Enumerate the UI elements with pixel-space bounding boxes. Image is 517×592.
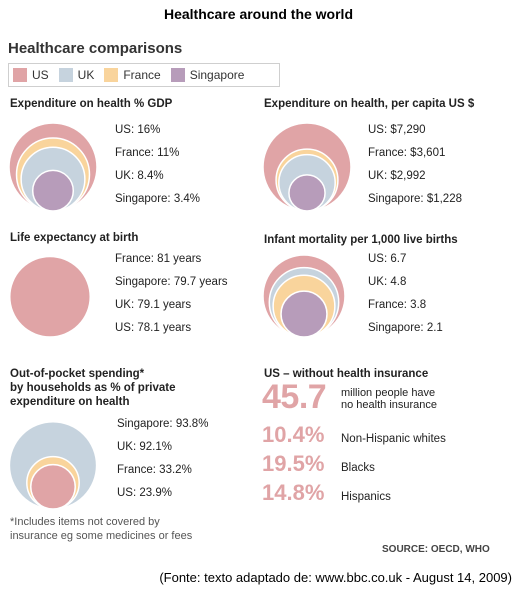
value-label: France: 33.2%	[117, 464, 192, 476]
source-note: SOURCE: OECD, WHO	[382, 544, 490, 555]
value-label: US: $7,290	[368, 124, 426, 136]
value-label: Singapore: 93.8%	[117, 418, 209, 430]
legend-item-us: US	[13, 68, 49, 82]
circle-us	[30, 463, 76, 510]
legend-label: UK	[77, 68, 95, 82]
value-label: France: 11%	[115, 147, 180, 159]
value-label: Singapore: 79.7 years	[115, 276, 228, 288]
section-subtitle: Healthcare comparisons	[8, 40, 183, 57]
uninsured-row-value: 19.5%	[262, 451, 325, 476]
value-label: France: 3.8	[368, 299, 427, 311]
legend-label: US	[32, 68, 49, 82]
uninsured-row-label: Non-Hispanic whites	[341, 433, 446, 445]
footnote-line: insurance eg some medicines or fees	[10, 530, 193, 542]
circle-singapore	[31, 169, 75, 212]
legend-label: France	[123, 68, 161, 82]
legend-swatch-singapore	[170, 68, 185, 82]
value-label: US: 16%	[115, 124, 161, 136]
circles-out-of-pocket	[8, 420, 98, 510]
circle-us	[8, 255, 92, 338]
value-label: UK: 79.1 years	[115, 299, 192, 311]
chart-title-line: expenditure on health	[10, 396, 130, 408]
legend-item-france: France	[104, 68, 161, 82]
legend-label: Singapore	[189, 68, 245, 82]
value-label: Singapore: 2.1	[368, 322, 443, 334]
value-label: US: 23.9%	[117, 487, 172, 499]
circles-gdp	[8, 122, 98, 212]
uninsured-row-value: 14.8%	[262, 480, 325, 505]
chart-title-per-capita: Expenditure on health, per capita US $	[264, 98, 475, 110]
uninsured-headline-value: 45.7	[262, 378, 327, 416]
headline-text-line: no health insurance	[341, 399, 438, 411]
uninsured-title: US – without health insurance	[264, 368, 429, 380]
circle-singapore	[288, 174, 326, 212]
circles-life-expectancy	[8, 254, 92, 338]
footnote-line: *Includes items not covered by	[10, 516, 160, 528]
legend: US UK France Singapore	[8, 63, 280, 87]
value-label: UK: 8.4%	[115, 170, 164, 182]
uninsured-row-label: Hispanics	[341, 491, 391, 503]
circle-singapore	[280, 290, 328, 338]
value-label: US: 6.7	[368, 253, 407, 265]
legend-swatch-uk	[58, 68, 73, 82]
value-label: France: $3,601	[368, 147, 446, 159]
chart-title-gdp: Expenditure on health % GDP	[10, 98, 173, 110]
value-label: UK: 92.1%	[117, 441, 172, 453]
legend-item-singapore: Singapore	[170, 68, 245, 82]
legend-swatch-us	[13, 68, 27, 82]
value-label: Singapore: 3.4%	[115, 193, 201, 205]
uninsured-headline-text: million people have no health insurance	[341, 387, 437, 411]
value-label: UK: $2,992	[368, 170, 426, 182]
value-label: Singapore: $1,228	[368, 193, 462, 205]
page-title: Healthcare around the world	[163, 6, 354, 22]
chart-title-line: Out-of-pocket spending*	[10, 368, 145, 380]
headline-text-line: million people have	[341, 387, 436, 399]
chart-title-out-of-pocket: Out-of-pocket spending* by households as…	[10, 367, 176, 409]
circles-infant-mortality	[262, 254, 346, 338]
value-label: US: 78.1 years	[115, 322, 192, 334]
legend-swatch-france	[104, 68, 119, 82]
value-label: UK: 4.8	[368, 276, 407, 288]
legend-item-uk: UK	[58, 68, 95, 82]
footnote: *Includes items not covered by insurance…	[10, 515, 192, 543]
uninsured-row-value: 10.4%	[262, 422, 325, 447]
chart-title-life-expectancy: Life expectancy at birth	[10, 232, 139, 244]
value-label: France: 81 years	[115, 253, 202, 265]
credit-line: (Fonte: texto adaptado de: www.bbc.co.uk…	[159, 570, 512, 585]
circles-per-capita	[262, 122, 352, 212]
chart-title-line: by households as % of private	[10, 382, 176, 394]
chart-title-infant-mortality: Infant mortality per 1,000 live births	[264, 234, 458, 246]
uninsured-row-label: Blacks	[341, 462, 375, 474]
